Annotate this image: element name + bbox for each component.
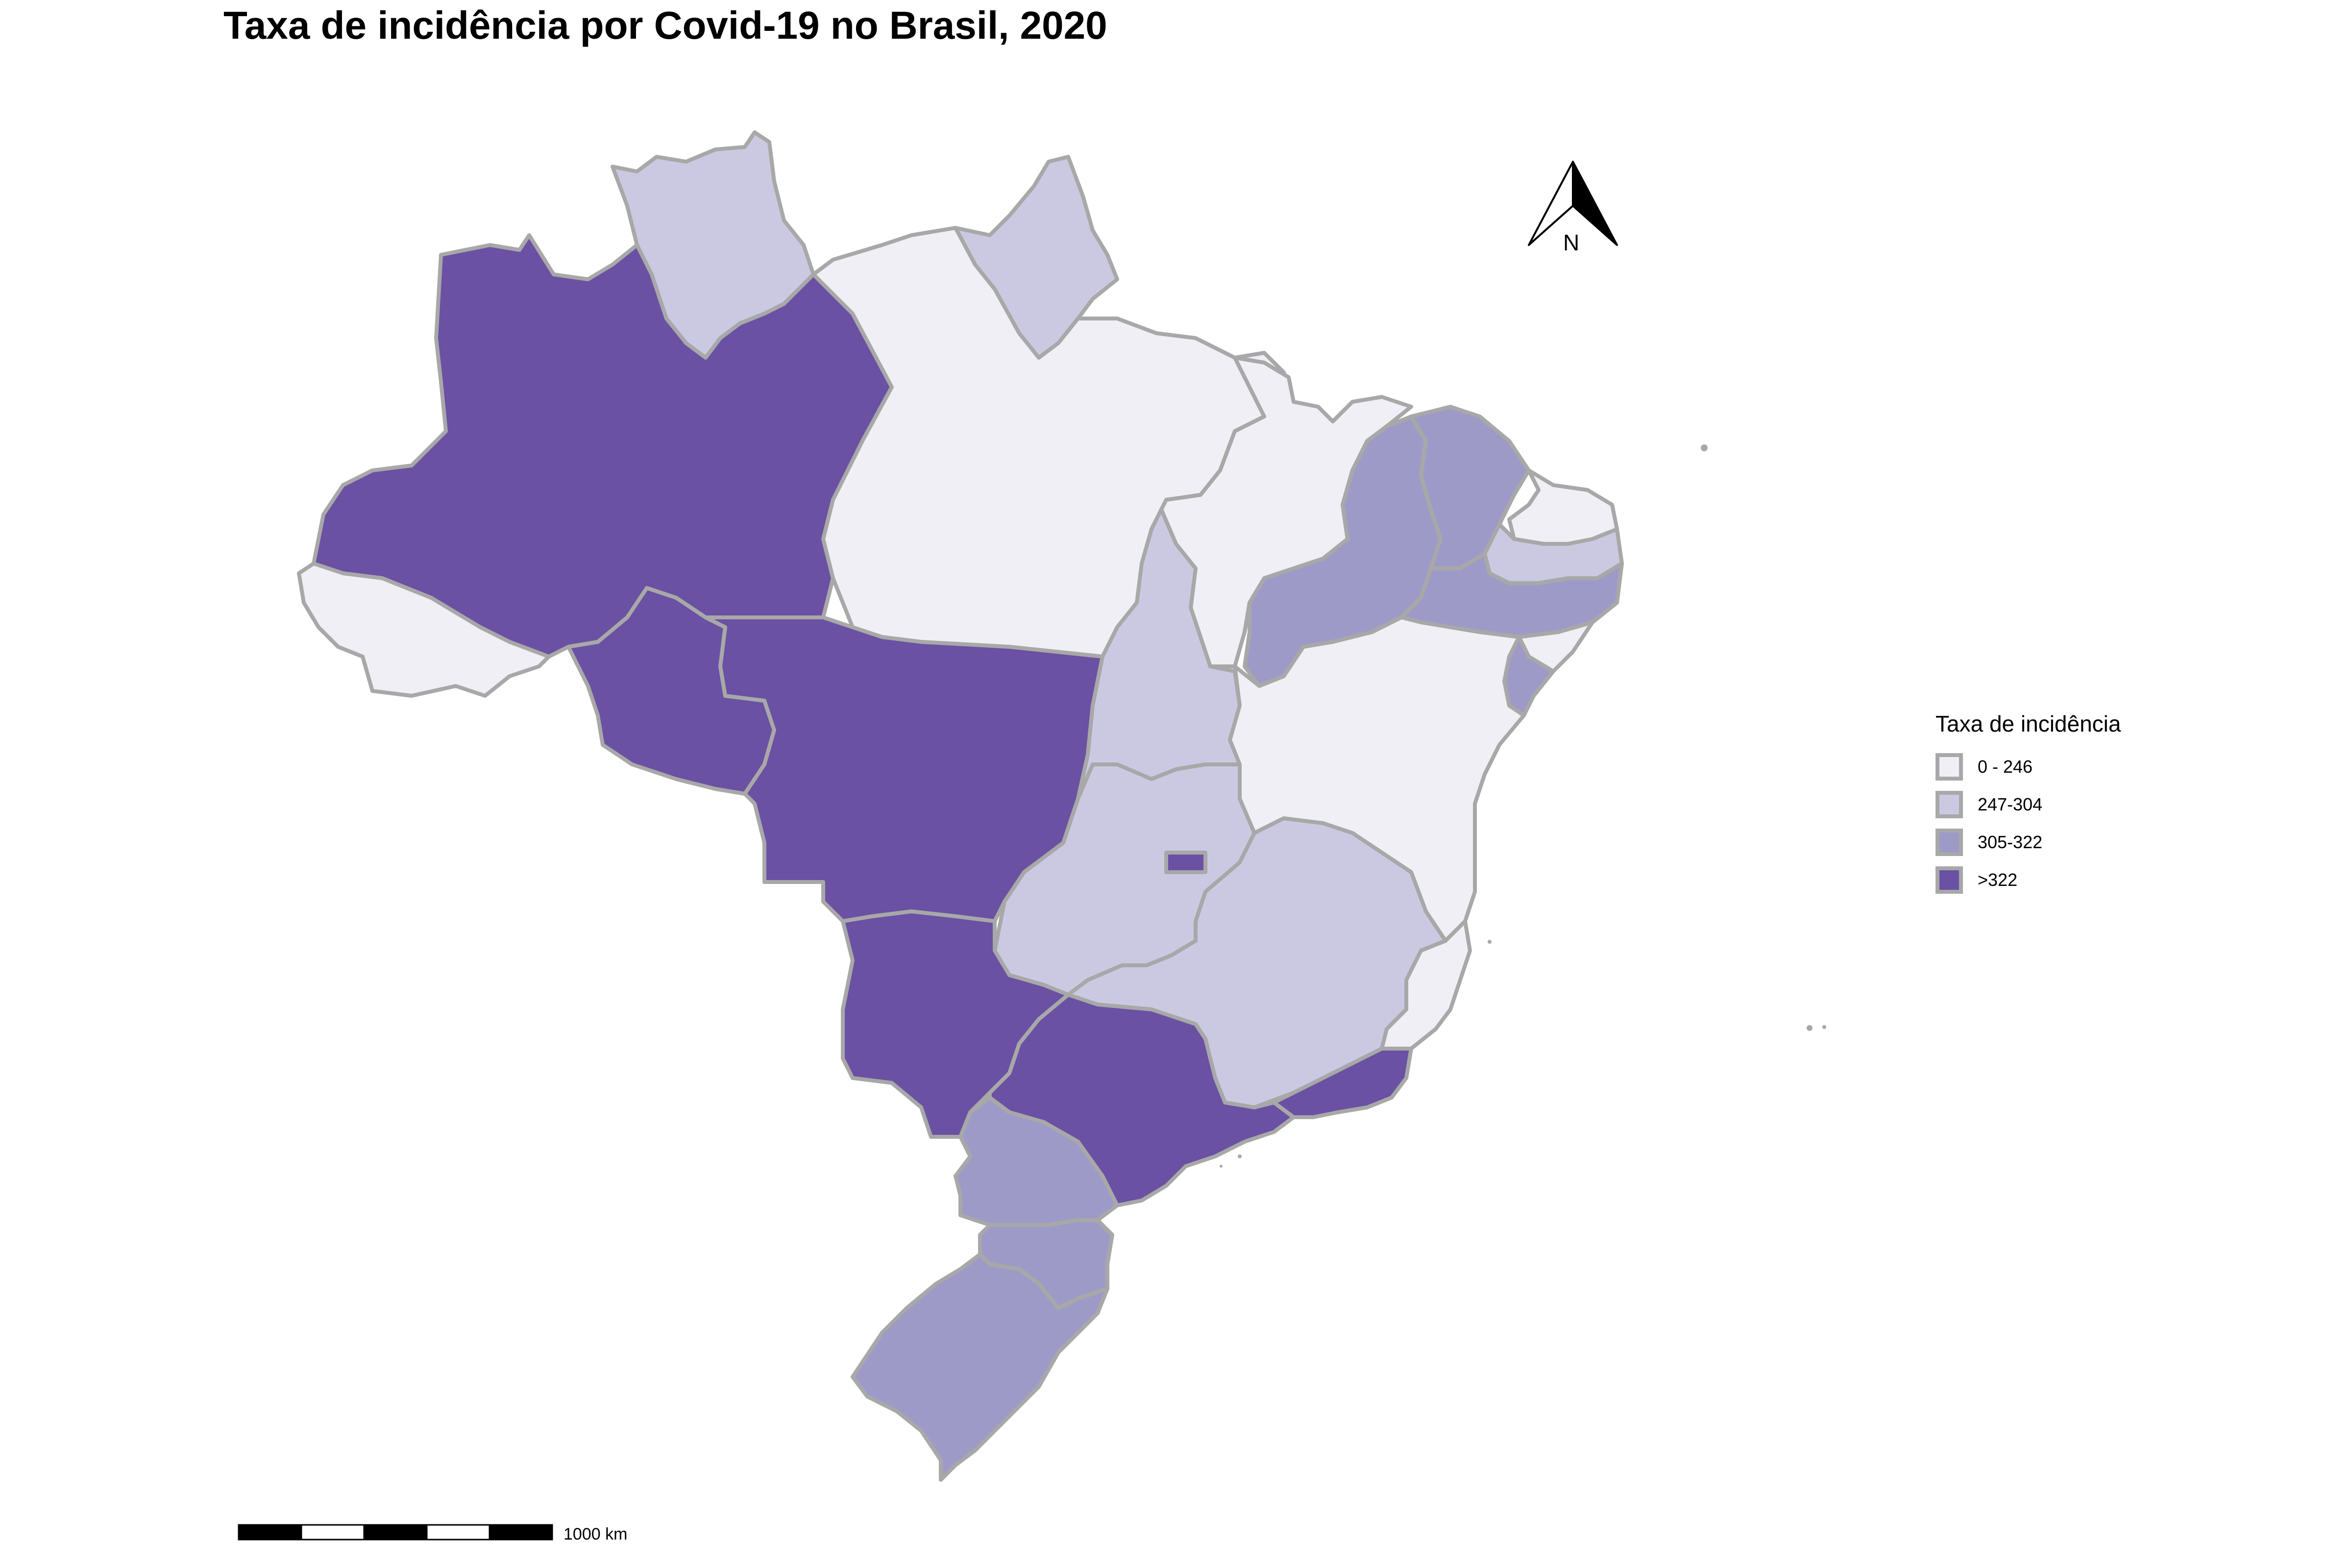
legend-label: 0 - 246 <box>1978 756 2033 777</box>
legend-label: >322 <box>1978 869 2018 890</box>
island-fernando-de-noronha <box>1701 444 1708 451</box>
legend-label: 247-304 <box>1978 794 2043 814</box>
legend-swatch <box>1936 753 1963 781</box>
island-abrolhos <box>1488 940 1492 944</box>
island-coast-1 <box>1238 1154 1242 1158</box>
state-distrito-federal <box>1164 851 1207 874</box>
island-trindade <box>1807 1025 1813 1031</box>
legend-label: 305-322 <box>1978 832 2043 852</box>
north-arrow-label: N <box>1563 230 1580 255</box>
island-coast-2 <box>1220 1165 1223 1168</box>
legend-swatch <box>1936 866 1963 894</box>
state-rio-de-janeiro <box>1272 1047 1413 1119</box>
map-title: Taxa de incidência por Covid-19 no Brasi… <box>223 3 1107 47</box>
legend-item: >322 <box>1936 861 2121 899</box>
legend-swatch <box>1936 828 1963 856</box>
legend-swatch <box>1936 790 1963 818</box>
state-amazonas <box>312 233 894 659</box>
legend-title: Taxa de incidência <box>1936 711 2121 736</box>
state-rio-grande-do-sul <box>851 1252 1109 1482</box>
island-martim-vaz <box>1822 1025 1826 1029</box>
state-sao-paulo <box>988 993 1296 1207</box>
north-arrow-icon <box>1528 161 1618 246</box>
legend-item: 305-322 <box>1936 823 2121 861</box>
legend: Taxa de incidência 0 - 246 247-304 305-3… <box>1936 710 2121 899</box>
legend-item: 247-304 <box>1936 785 2121 823</box>
state-acre <box>297 562 551 698</box>
scale-bar <box>238 1524 553 1541</box>
state-rio-grande-do-norte <box>1507 468 1619 546</box>
scale-bar-label: 1000 km <box>564 1525 628 1544</box>
legend-item: 0 - 246 <box>1936 748 2121 785</box>
